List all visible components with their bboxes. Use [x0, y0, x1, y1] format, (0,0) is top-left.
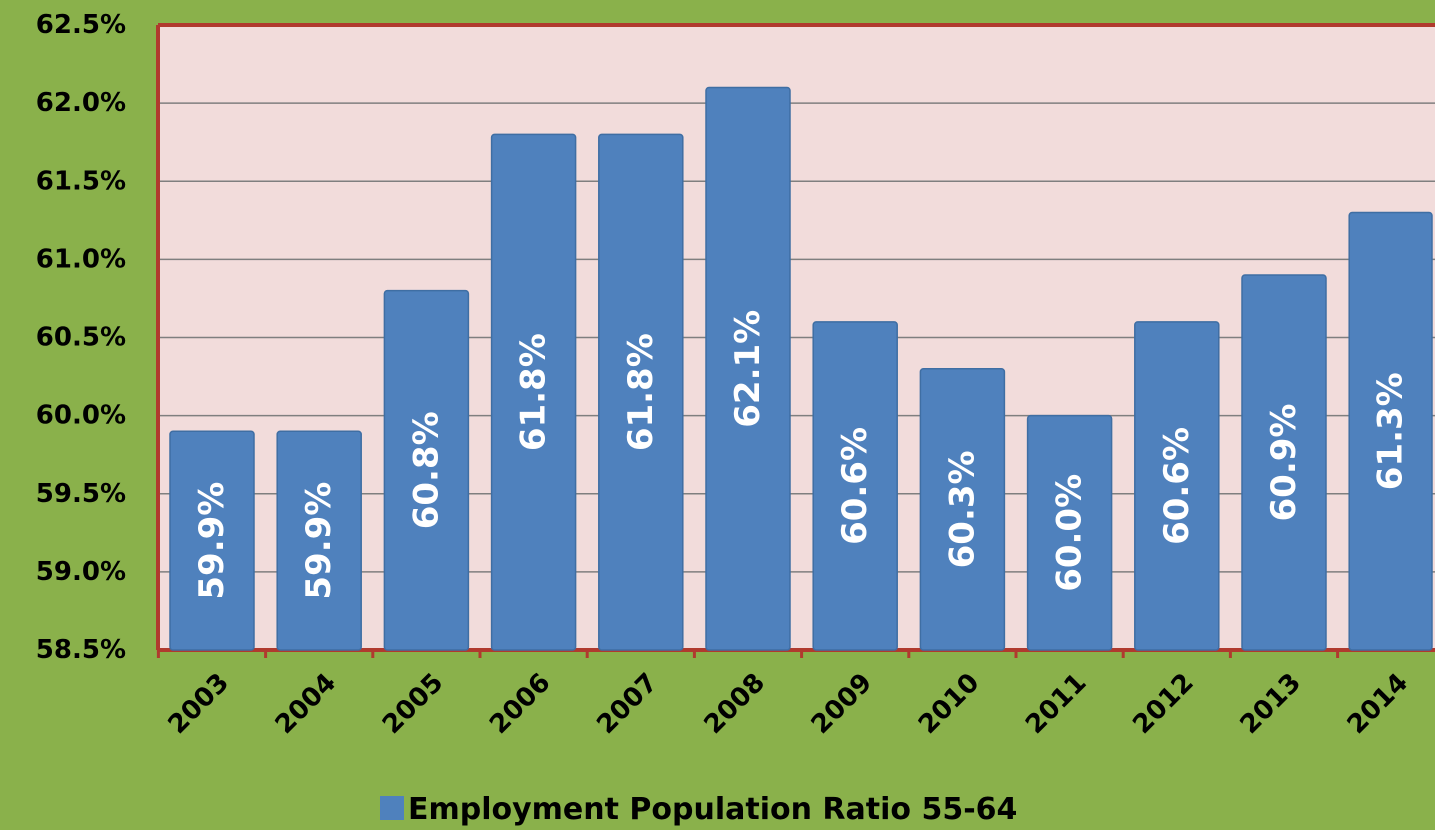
- data-label-2003: 59.9%: [192, 482, 232, 600]
- x-tick-label-2006: 2006: [484, 668, 556, 740]
- data-label-2004: 59.9%: [299, 482, 339, 600]
- bar-2006: [490, 133, 577, 651]
- bar-2003: [169, 430, 255, 651]
- x-tick-label-2012: 2012: [1127, 668, 1199, 740]
- bar-2004: [276, 430, 362, 651]
- x-tick-label-2010: 2010: [913, 668, 985, 740]
- bar-2014: [1348, 211, 1433, 651]
- legend: Employment Population Ratio 55-64: [380, 792, 1017, 827]
- x-tick-label-2004: 2004: [270, 668, 342, 740]
- x-tick-label-2003: 2003: [163, 668, 235, 740]
- data-label-2012: 60.6%: [1157, 427, 1197, 545]
- x-tick-label-2007: 2007: [591, 668, 663, 740]
- y-tick-label: 62.0%: [36, 88, 126, 118]
- data-label-2011: 60.0%: [1050, 474, 1090, 592]
- bar-2005: [383, 289, 470, 651]
- y-tick-label: 59.0%: [36, 557, 126, 587]
- x-axis: 2003 2004 2005 2006 2007 2008 2009 2010 2011 2012…: [156, 650, 1414, 740]
- x-tick-label-2014: 2014: [1342, 668, 1414, 740]
- gridlines: [158, 102, 1435, 573]
- x-tick-label-2009: 2009: [806, 668, 878, 740]
- data-label-2005: 60.8%: [406, 411, 446, 529]
- data-label-2010: 60.3%: [942, 450, 982, 568]
- bar-2008: [705, 86, 791, 651]
- legend-label: Employment Population Ratio 55-64: [408, 792, 1017, 827]
- bars: [169, 86, 1433, 651]
- data-label-2014: 61.3%: [1371, 372, 1411, 490]
- y-axis: 58.5% 59.0% 59.5% 60.0% 60.5% 61.0% 61.5% 62.0%…: [36, 10, 126, 665]
- data-labels: 59.9% 59.9% 60.8% 61.8% 61.8% 62.1% 60.6% 60.3%…: [192, 310, 1411, 600]
- data-label-2006: 61.8%: [514, 333, 554, 451]
- bar-2009: [812, 321, 898, 651]
- y-tick-label: 59.5%: [36, 479, 126, 509]
- y-tick-label: 60.5%: [36, 323, 126, 353]
- plot-border: [156, 23, 1435, 652]
- bar-2013: [1241, 274, 1327, 651]
- data-label-2008: 62.1%: [728, 310, 768, 428]
- bar-2012: [1134, 321, 1220, 651]
- bar-2007: [598, 133, 684, 651]
- x-tick-label-2008: 2008: [699, 668, 771, 740]
- data-label-2013: 60.9%: [1264, 404, 1304, 522]
- y-tick-label: 61.5%: [36, 166, 126, 196]
- data-label-2009: 60.6%: [835, 427, 875, 545]
- legend-swatch: [380, 796, 404, 820]
- x-tick-label-2011: 2011: [1020, 668, 1092, 740]
- bar-2010: [919, 368, 1006, 651]
- x-tick-label-2005: 2005: [377, 668, 449, 740]
- data-label-2007: 61.8%: [621, 333, 661, 451]
- y-tick-label: 62.5%: [36, 10, 126, 40]
- bar-2011: [1026, 414, 1113, 651]
- y-tick-label: 58.5%: [36, 635, 126, 665]
- x-tick-label-2013: 2013: [1235, 668, 1307, 740]
- y-tick-label: 61.0%: [36, 244, 126, 274]
- y-tick-label: 60.0%: [36, 401, 126, 431]
